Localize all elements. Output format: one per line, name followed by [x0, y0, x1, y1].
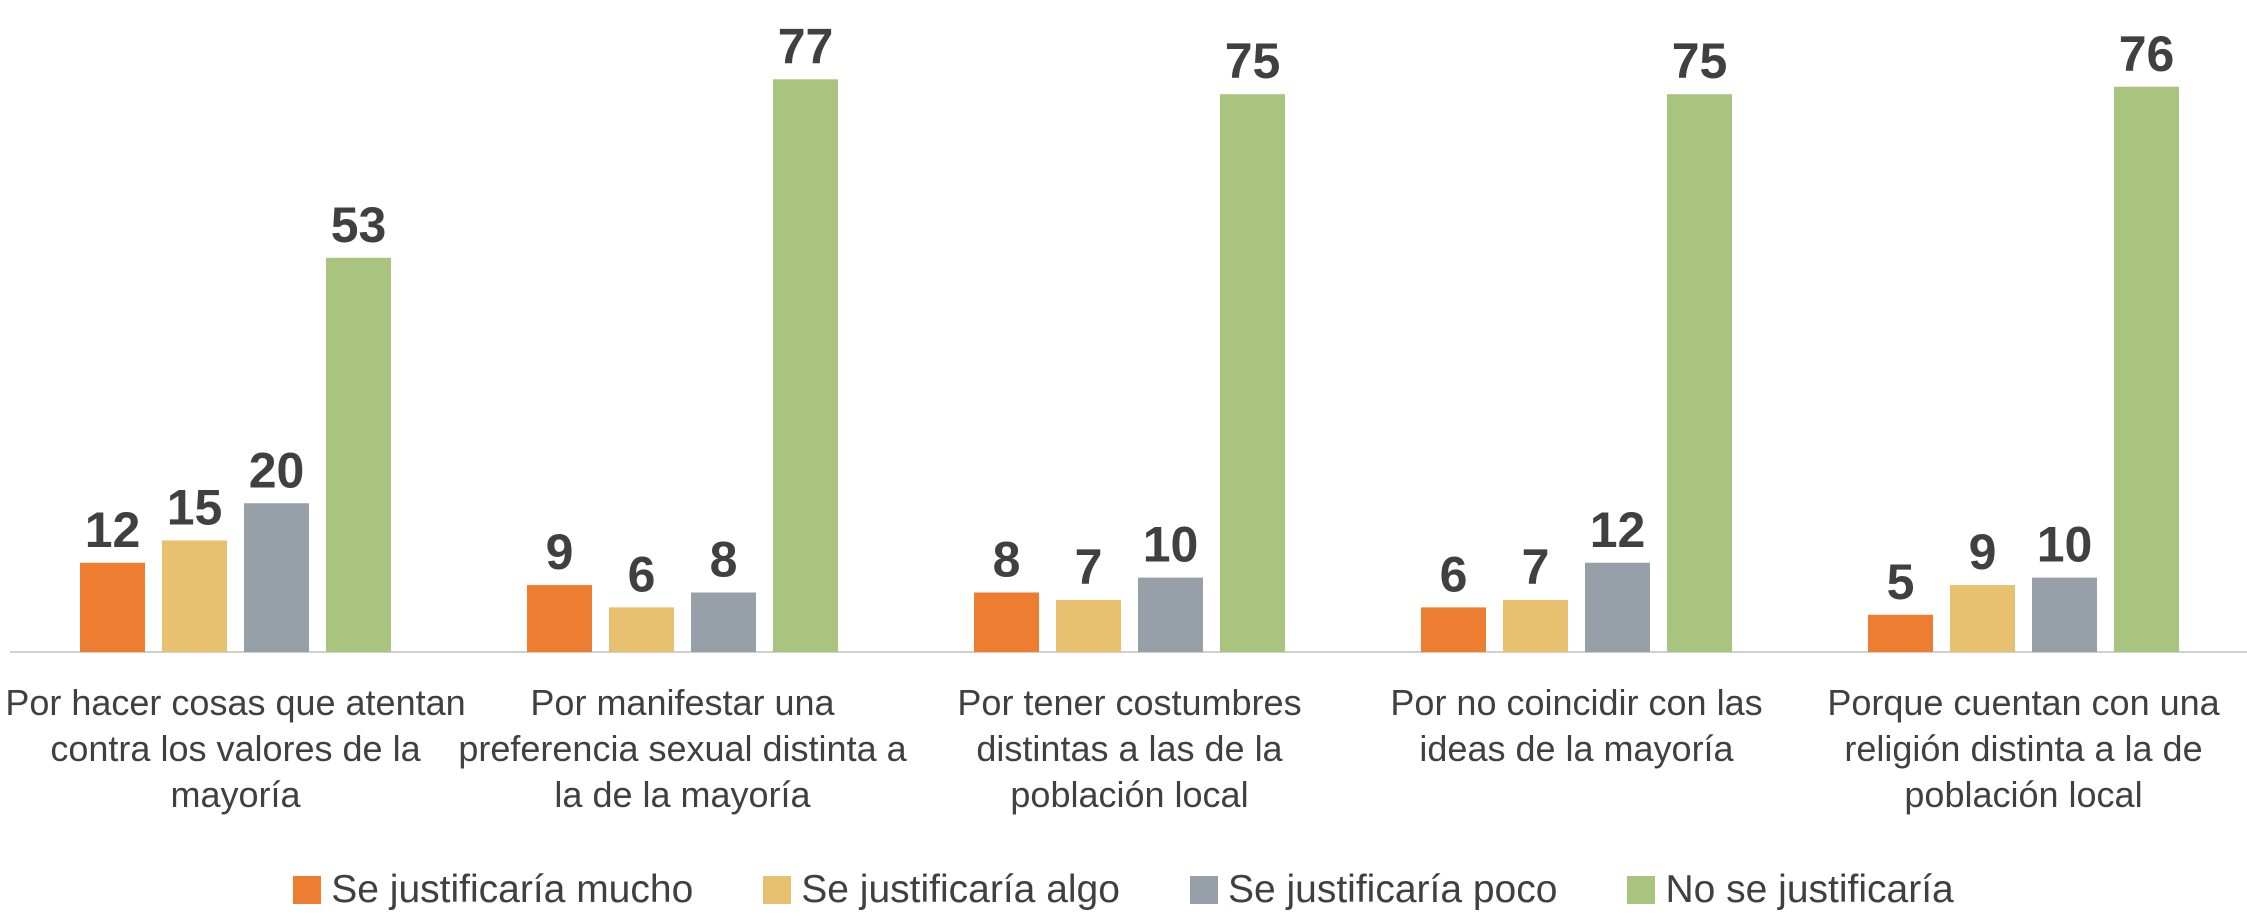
- data-label: 8: [710, 532, 738, 588]
- bar: [1220, 94, 1285, 652]
- x-tick-label: Por tener costumbres distintas a las de …: [957, 682, 1302, 815]
- data-label: 75: [1672, 33, 1728, 89]
- legend-item: Se justificaría algo: [763, 868, 1120, 912]
- bar: [1667, 94, 1732, 652]
- bar: [2114, 86, 2179, 652]
- legend-item: Se justificaría mucho: [293, 868, 693, 912]
- bar: [773, 79, 838, 652]
- bar: [527, 585, 592, 652]
- data-label: 75: [1225, 33, 1281, 89]
- data-label: 8: [993, 532, 1021, 588]
- bar: [162, 540, 227, 652]
- bar: [326, 257, 391, 652]
- data-label: 9: [546, 524, 574, 580]
- bar: [2032, 577, 2097, 652]
- x-tick-label: Porque cuentan con una religión distinta…: [1827, 682, 2220, 815]
- legend-label: Se justificaría mucho: [331, 868, 694, 911]
- bar: [1138, 577, 1203, 652]
- legend-item: No se justificaría: [1627, 868, 1954, 912]
- legend-swatch: [763, 876, 792, 904]
- bar: [1056, 599, 1121, 652]
- bar: [691, 592, 756, 652]
- bar: [974, 592, 1039, 652]
- data-label: 10: [1143, 517, 1199, 573]
- x-tick-label: Por manifestar una preferencia sexual di…: [458, 682, 907, 815]
- bar: [80, 562, 145, 652]
- data-label: 15: [167, 479, 223, 535]
- bar: [609, 607, 674, 652]
- x-tick-label: Por no coincidir con las ideas de la may…: [1390, 682, 1763, 769]
- data-label: 7: [1075, 539, 1103, 595]
- data-label: 6: [1440, 546, 1468, 602]
- bar: [1868, 614, 1933, 652]
- bar: [1950, 585, 2015, 652]
- legend-label: Se justificaría poco: [1227, 868, 1558, 911]
- data-label: 53: [331, 197, 387, 253]
- data-label: 76: [2119, 26, 2175, 82]
- bar: [1503, 599, 1568, 652]
- data-label: 10: [2037, 517, 2093, 573]
- bar: [244, 503, 309, 652]
- bar: [1421, 607, 1486, 652]
- bar: [1585, 562, 1650, 652]
- data-label: 77: [778, 18, 834, 74]
- legend-label: No se justificaría: [1665, 868, 1954, 911]
- legend: Se justificaría mucho Se justificaría alg…: [0, 868, 2247, 912]
- legend-item: Se justificaría poco: [1189, 868, 1558, 912]
- x-tick-label: Por hacer cosas que atentan contra los v…: [5, 682, 466, 815]
- legend-swatch: [1627, 876, 1656, 904]
- legend-swatch: [293, 876, 322, 904]
- legend-label: Se justificaría algo: [801, 868, 1120, 911]
- data-label: 9: [1969, 524, 1997, 580]
- legend-swatch: [1189, 876, 1218, 904]
- data-label: 12: [85, 502, 141, 558]
- data-label: 12: [1590, 502, 1646, 558]
- data-label: 5: [1887, 554, 1915, 610]
- data-label: 7: [1522, 539, 1550, 595]
- data-label: 20: [249, 442, 305, 498]
- data-label: 6: [628, 546, 656, 602]
